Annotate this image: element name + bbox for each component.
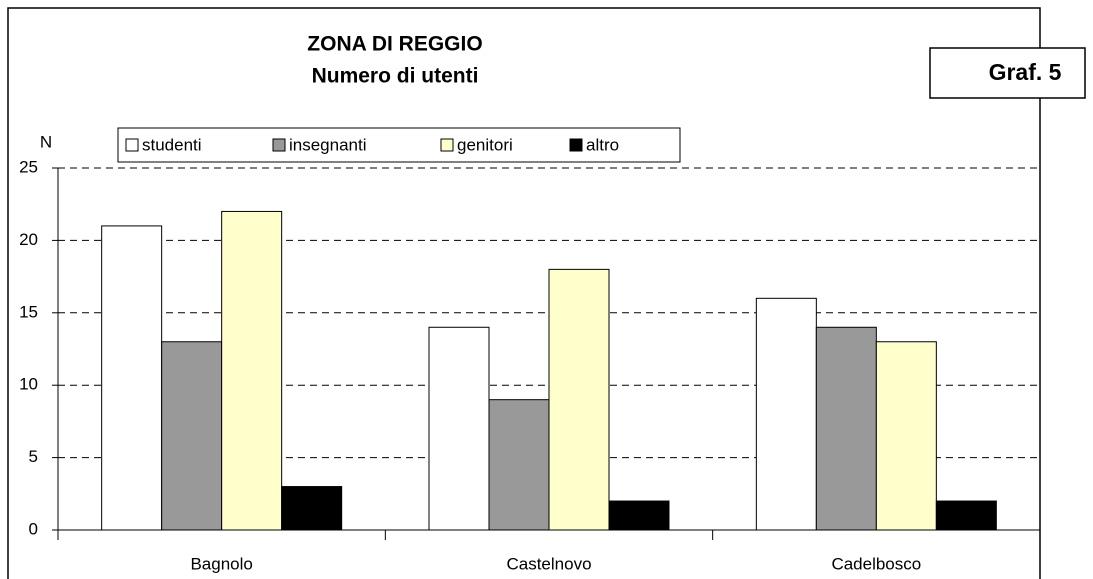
legend-swatch: [569, 138, 583, 152]
legend-label: genitori: [457, 135, 513, 154]
bar: [815, 326, 877, 531]
bar: [548, 268, 610, 531]
bar: [161, 341, 223, 531]
legend: [117, 127, 681, 163]
legend-label: altro: [586, 135, 619, 154]
bar: [428, 326, 490, 531]
legend-label: insegnanti: [289, 135, 367, 154]
y-tick-label: 20: [19, 230, 38, 249]
bar: [608, 500, 670, 531]
x-tick-label: Castelnovo: [506, 554, 591, 573]
y-tick-label: 25: [19, 157, 38, 176]
legend-swatch: [125, 138, 139, 152]
bar: [281, 486, 343, 531]
bar: [221, 210, 283, 531]
bar: [935, 500, 997, 531]
legend-swatch: [440, 138, 454, 152]
y-tick-label: 10: [19, 375, 38, 394]
x-tick-label: Bagnolo: [190, 554, 252, 573]
chart-title: ZONA DI REGGIO: [307, 33, 482, 56]
bar: [875, 341, 937, 531]
tag-box: [929, 47, 1086, 99]
y-axis-label: N: [40, 132, 52, 151]
y-tick-label: 5: [29, 447, 38, 466]
legend-swatch: [272, 138, 286, 152]
chart-subtitle: Numero di utenti: [312, 65, 479, 88]
bar: [755, 297, 817, 531]
x-tick-label: Cadelbosco: [831, 554, 921, 573]
y-tick-label: 15: [19, 302, 38, 321]
chart-tag: Graf. 5: [989, 59, 1062, 85]
bar: [488, 399, 550, 531]
bar: [101, 225, 163, 531]
y-tick-label: 0: [29, 519, 38, 538]
legend-label: studenti: [142, 135, 202, 154]
